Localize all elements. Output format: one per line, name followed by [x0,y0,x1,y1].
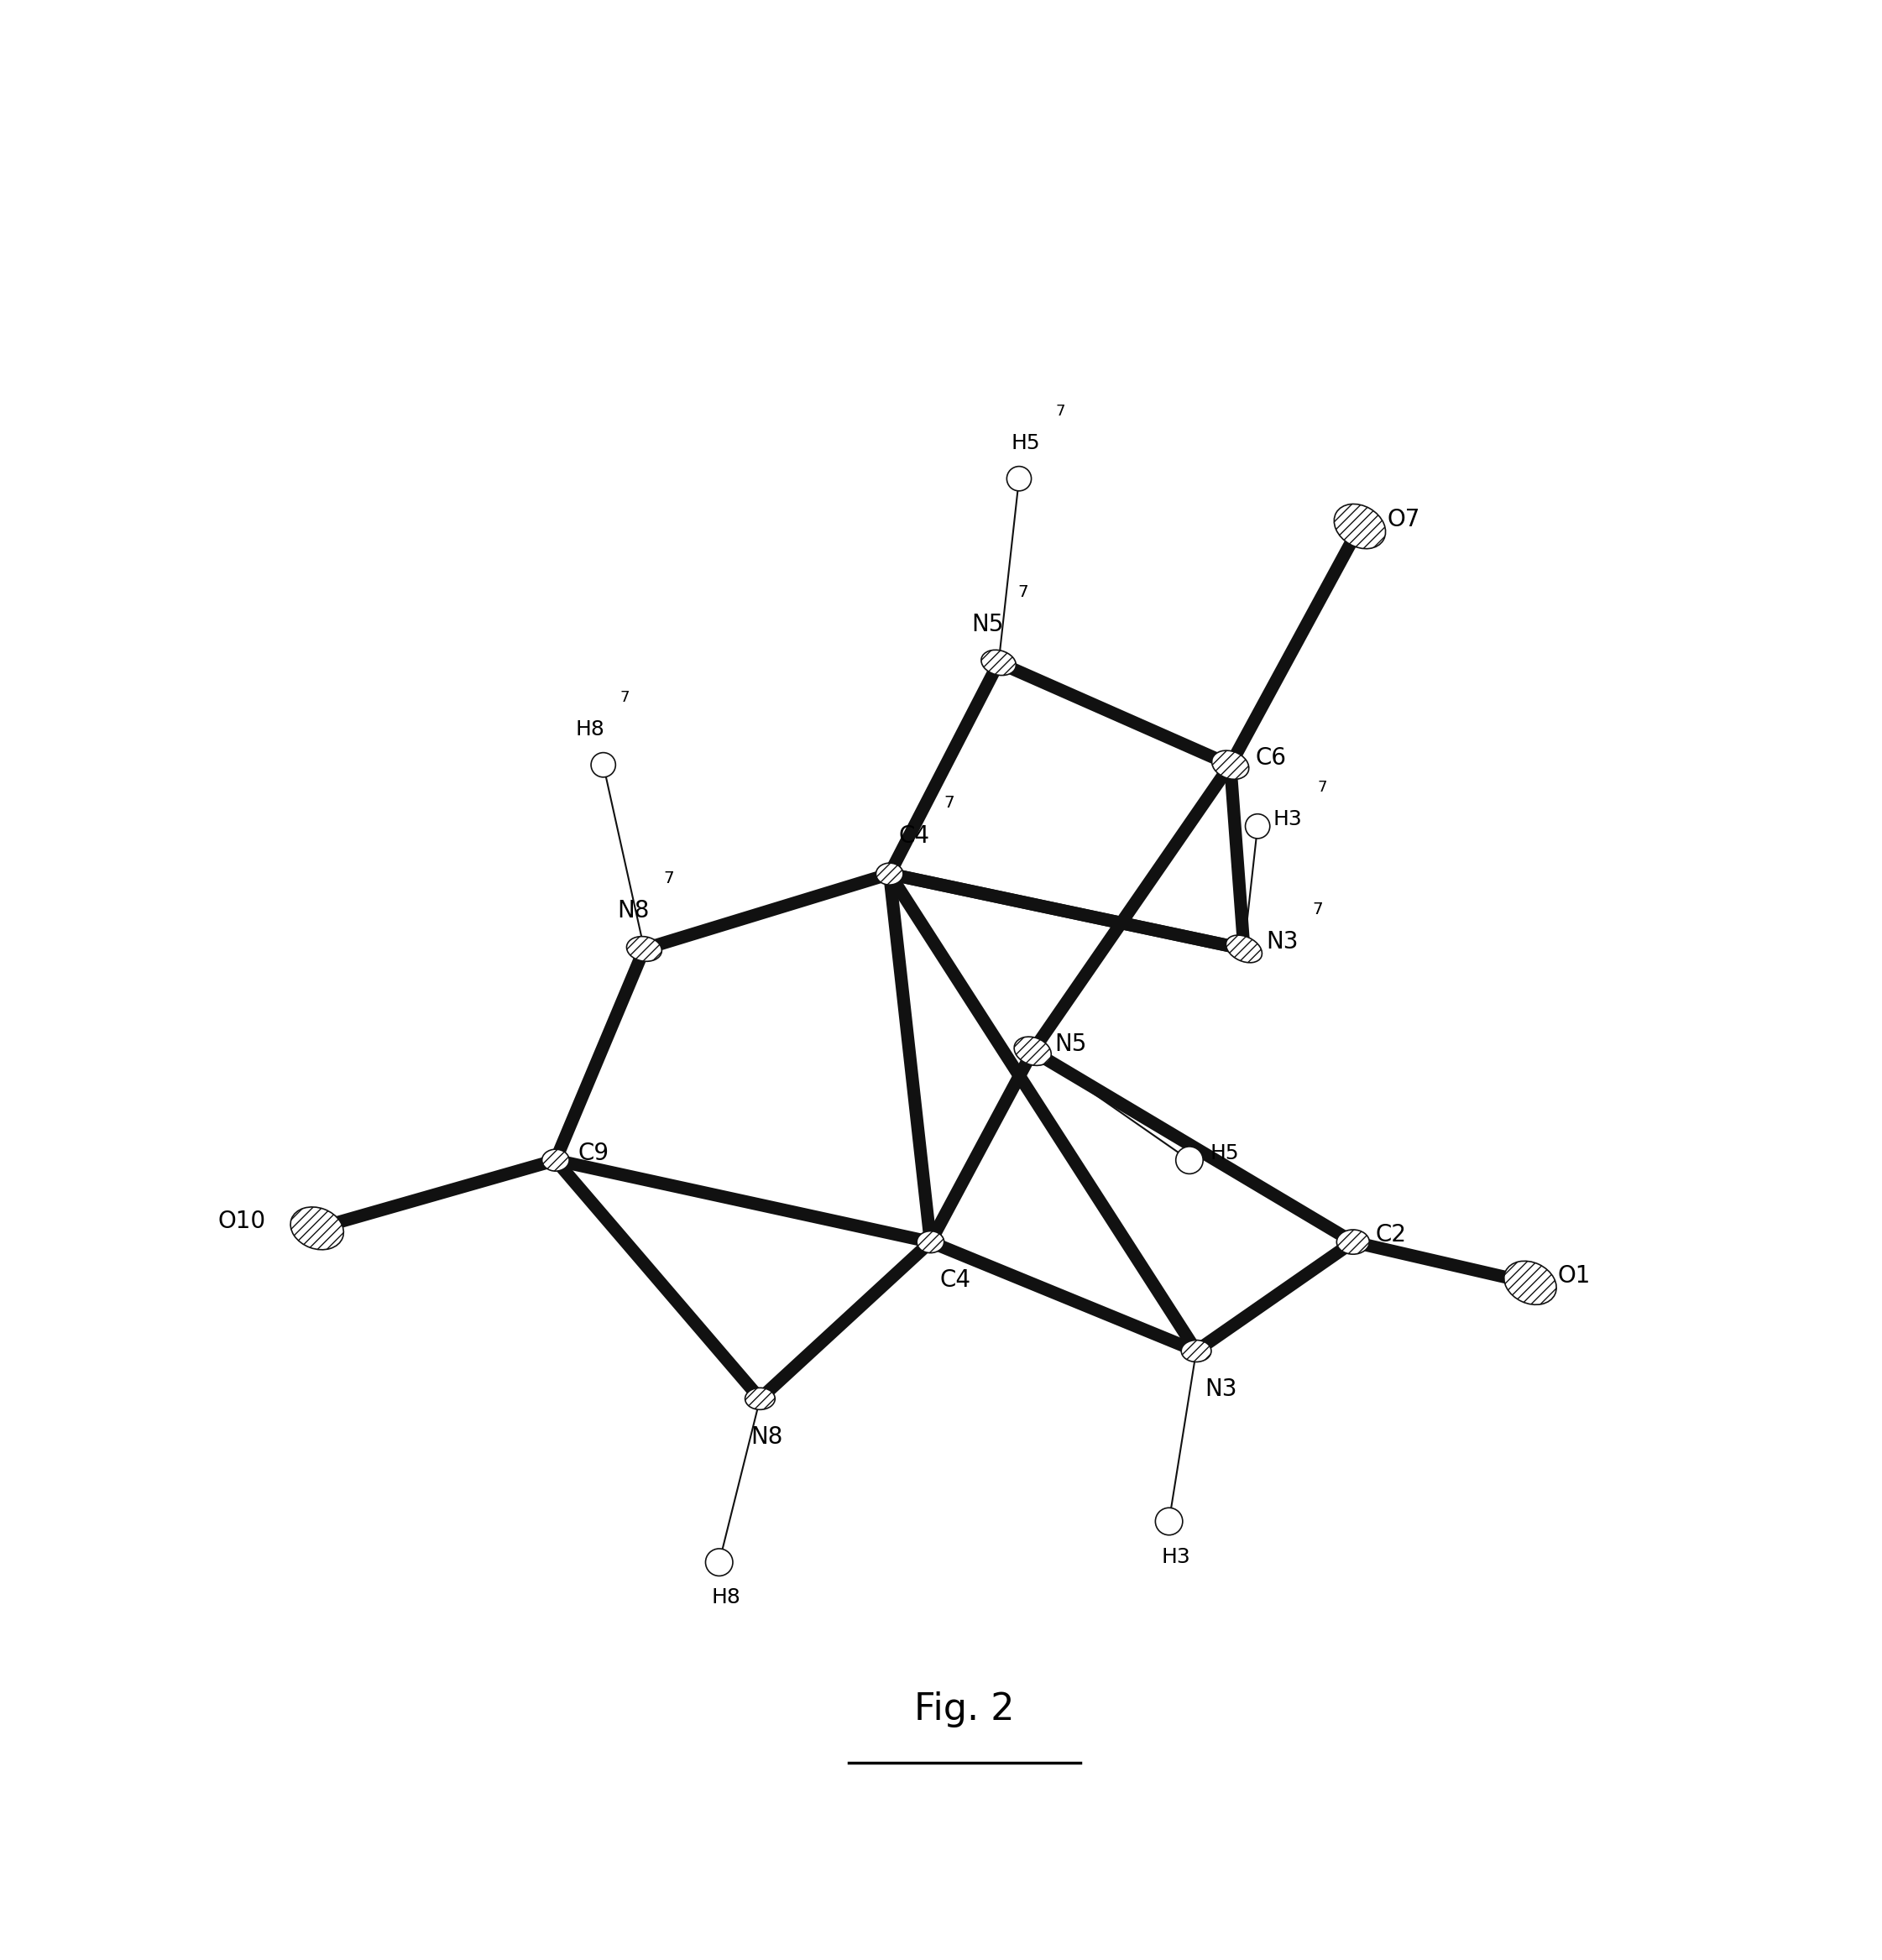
Text: H3: H3 [1161,1546,1191,1566]
Text: H8: H8 [576,719,604,739]
Ellipse shape [875,862,903,884]
Ellipse shape [1334,504,1385,549]
Ellipse shape [745,1388,775,1409]
Ellipse shape [591,753,615,778]
Ellipse shape [542,1149,568,1170]
Text: N8: N8 [751,1425,783,1448]
Ellipse shape [1336,1229,1370,1254]
Text: N3: N3 [1267,931,1299,955]
Ellipse shape [1007,466,1031,490]
Ellipse shape [1176,1147,1203,1174]
Text: O1: O1 [1556,1264,1590,1288]
Text: C4: C4 [898,823,930,847]
Text: 7: 7 [1018,584,1028,600]
Ellipse shape [917,1231,945,1252]
Text: 7: 7 [1317,780,1327,796]
Text: 7: 7 [662,870,674,886]
Ellipse shape [1156,1507,1182,1535]
Text: N5: N5 [971,613,1003,637]
Ellipse shape [1014,1037,1052,1066]
Ellipse shape [1246,813,1270,839]
Ellipse shape [1212,751,1250,780]
Text: N8: N8 [617,900,649,923]
Ellipse shape [1225,935,1263,962]
Text: H8: H8 [711,1588,742,1607]
Text: H5: H5 [1011,433,1041,453]
Text: N5: N5 [1054,1033,1088,1056]
Ellipse shape [981,651,1016,676]
Text: O7: O7 [1387,508,1421,531]
Text: O10: O10 [218,1209,265,1233]
Ellipse shape [706,1548,732,1576]
Text: N3: N3 [1204,1378,1236,1401]
Text: C9: C9 [578,1141,610,1164]
Text: C4: C4 [939,1268,971,1292]
Ellipse shape [290,1207,344,1250]
Ellipse shape [1182,1341,1212,1362]
Ellipse shape [1504,1260,1556,1305]
Text: H3: H3 [1272,809,1302,829]
Text: C2: C2 [1376,1223,1406,1247]
Text: Fig. 2: Fig. 2 [915,1691,1014,1729]
Text: C6: C6 [1255,747,1287,770]
Text: 7: 7 [945,796,954,811]
Text: 7: 7 [619,690,629,706]
Text: H5: H5 [1210,1143,1240,1164]
Text: 7: 7 [1056,404,1065,419]
Text: 7: 7 [1312,902,1323,917]
Ellipse shape [627,937,662,960]
